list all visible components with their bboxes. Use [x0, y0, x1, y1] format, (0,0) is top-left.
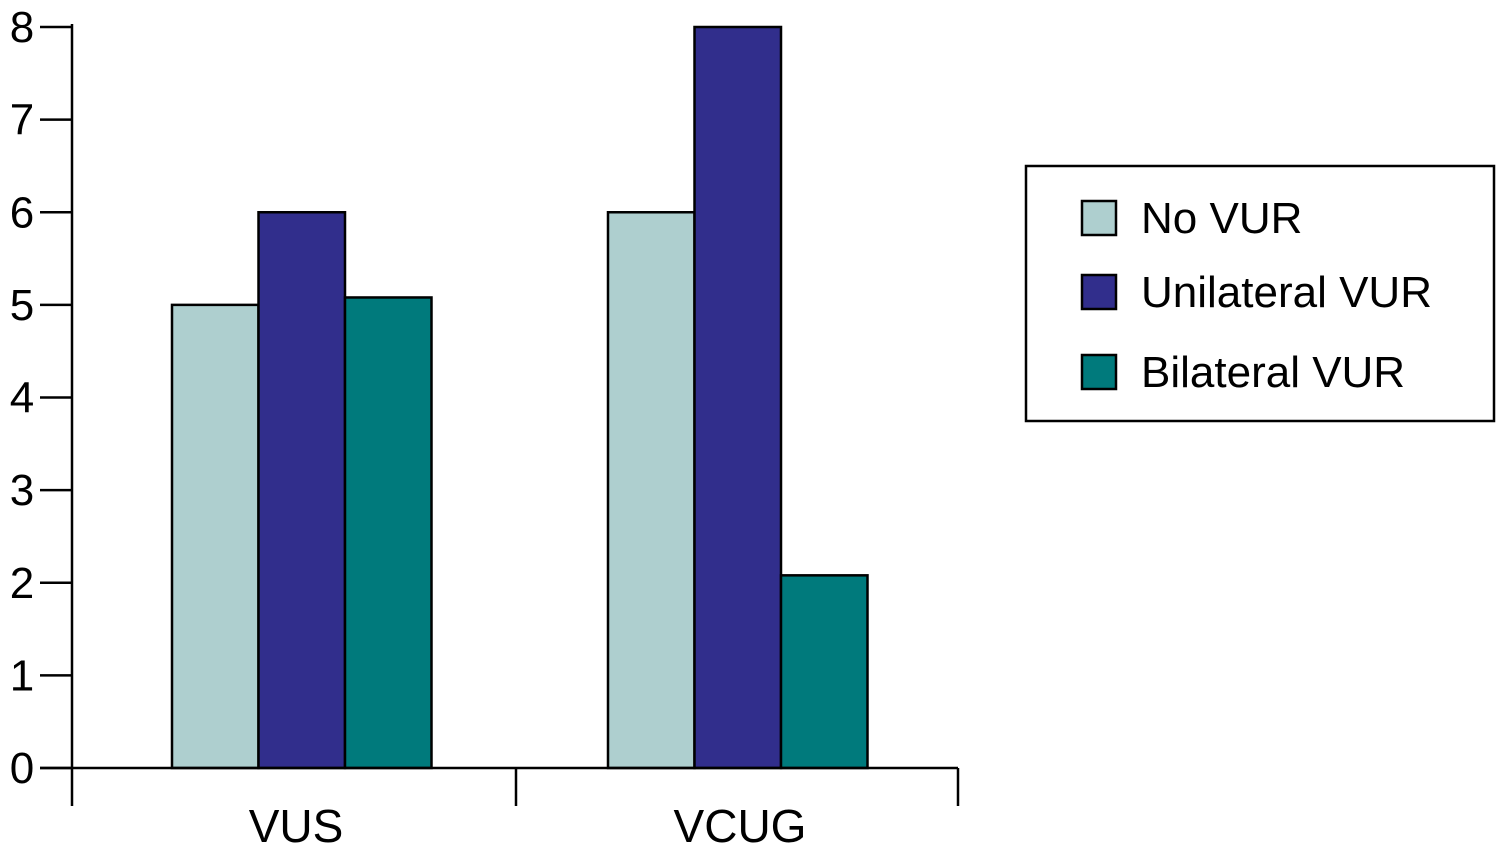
legend-swatch-no-vur: [1080, 199, 1118, 237]
y-tick-label: 0: [10, 744, 34, 793]
y-tick-label: 5: [10, 281, 34, 330]
bar-bilateral-vur-vcug: [779, 574, 869, 770]
legend-label-unilateral-vur: Unilateral VUR: [1141, 268, 1432, 317]
legend-label-no-vur: No VUR: [1141, 194, 1302, 243]
x-tick-label-vcug: VCUG: [674, 800, 807, 852]
y-tick-label: 2: [10, 559, 34, 608]
y-tick-label: 6: [10, 188, 34, 237]
bar-unilateral-vur-vus: [257, 211, 347, 770]
y-tick-label: 1: [10, 651, 34, 700]
bar-no-vur-vus: [170, 303, 260, 770]
legend-label-bilateral-vur: Bilateral VUR: [1141, 348, 1405, 397]
legend-swatch-unilateral-vur: [1080, 273, 1118, 311]
y-tick-label: 7: [10, 96, 34, 145]
x-tick-label-vus: VUS: [249, 800, 344, 852]
bar-bilateral-vur-vus: [343, 296, 433, 770]
legend-swatch-bilateral-vur: [1080, 353, 1118, 391]
y-tick-label: 4: [10, 374, 34, 423]
bar-unilateral-vur-vcug: [693, 25, 783, 770]
bar-no-vur-vcug: [606, 211, 696, 770]
y-tick-label: 8: [10, 3, 34, 52]
y-tick-label: 3: [10, 466, 34, 515]
